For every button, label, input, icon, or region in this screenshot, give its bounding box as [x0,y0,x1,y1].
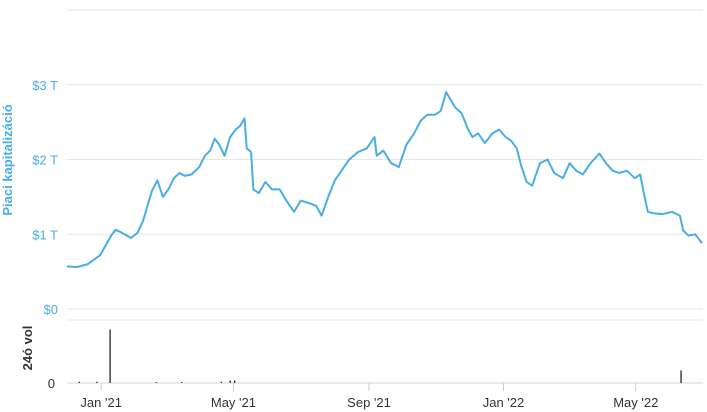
volume-bar[interactable] [181,382,183,383]
volume-bar[interactable] [109,329,111,383]
main-y-tick-label: $0 [44,302,58,317]
volume-y-tick-label: 0 [48,376,55,391]
x-axis: Jan '21 May '21 Sep '21 Jan '22 May '22 [80,383,658,410]
volume-y-axis-ticks: 0 [48,376,55,391]
volume-bar[interactable] [233,380,236,383]
volume-bars [78,329,682,383]
x-tick-label: May '21 [211,395,256,410]
main-y-axis-ticks: $0 $1 T $2 T $3 T [32,78,58,317]
main-y-axis-label: Piaci kapitalizáció [0,104,15,215]
main-y-tick-label: $1 T [32,227,58,242]
x-tick-label: May '22 [613,395,658,410]
x-tick-label: Jan '21 [80,395,122,410]
volume-bar[interactable] [155,382,158,383]
volume-bar[interactable] [96,381,98,383]
main-gridlines [67,9,703,310]
x-tick-label: Jan '22 [483,395,525,410]
volume-bar[interactable] [680,370,682,383]
x-tick-label: Sep '21 [347,395,391,410]
volume-bar[interactable] [229,380,231,383]
market-cap-line[interactable] [66,91,703,269]
volume-y-axis-label: 24ó vol [20,326,35,371]
volume-bar[interactable] [78,381,80,383]
main-y-tick-label: $2 T [32,153,58,168]
volume-bar[interactable] [220,381,223,383]
main-y-tick-label: $3 T [32,78,58,93]
volume-gridlines [67,319,703,384]
main-panel: $0 $1 T $2 T $3 T Piaci kapitalizáció [0,9,703,317]
volume-panel: 0 24ó vol [20,319,703,391]
